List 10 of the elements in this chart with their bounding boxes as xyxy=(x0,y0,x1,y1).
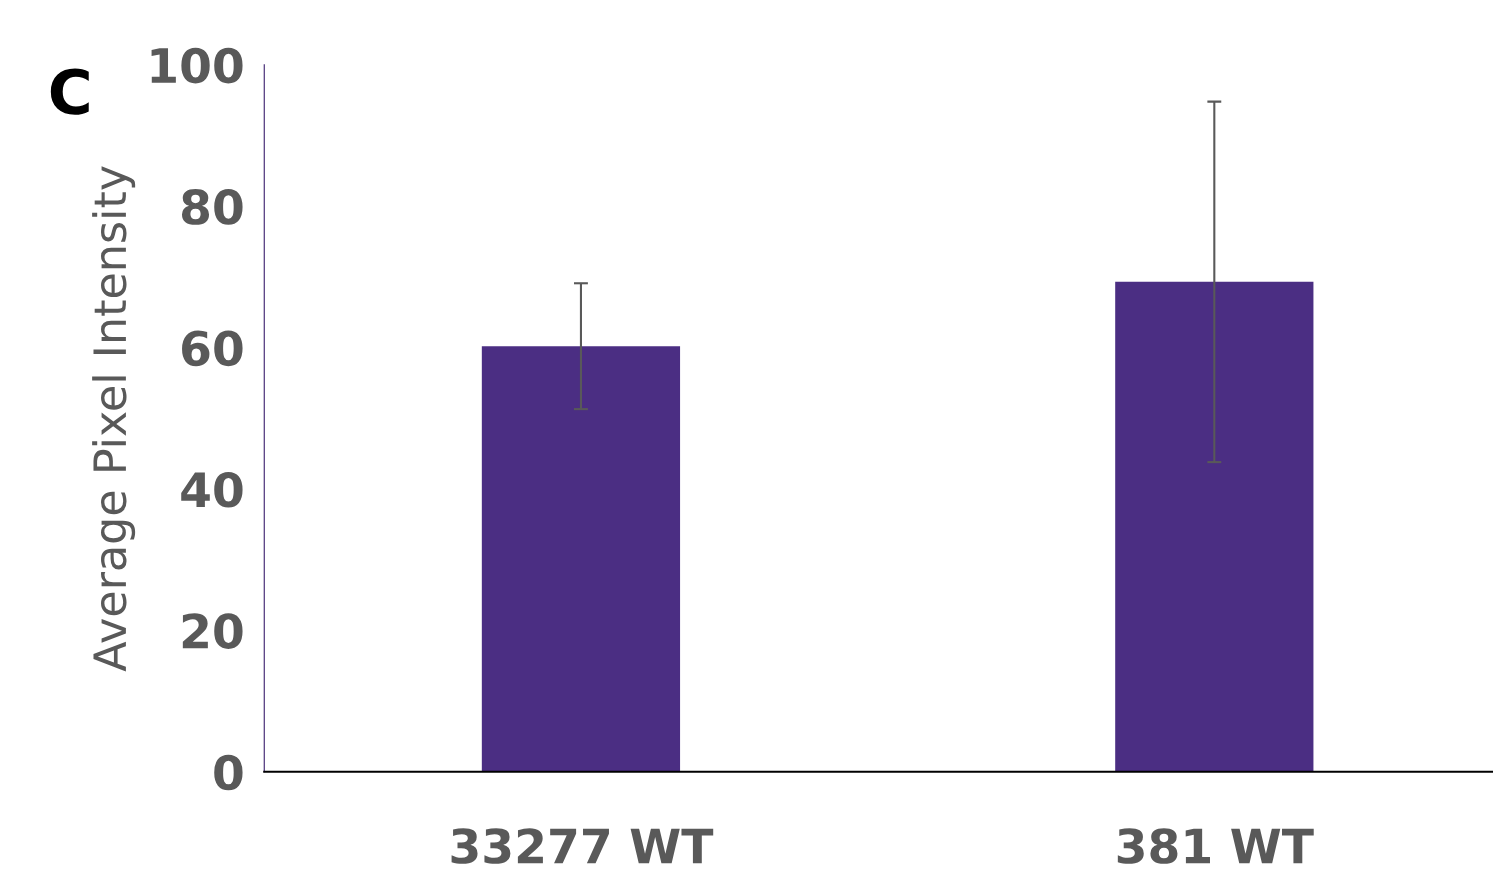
x-tick-label: 381 WT xyxy=(1117,828,1314,864)
y-tick-label: 80 xyxy=(181,189,243,225)
y-tick-label: 0 xyxy=(214,754,243,791)
y-tick-label: 20 xyxy=(182,613,243,649)
x-tick-label: 33277 WT xyxy=(451,828,714,864)
y-tick-label: 60 xyxy=(182,330,243,367)
y-axis-title: Average Pixel Intensity xyxy=(92,166,136,672)
y-tick-label: 100 xyxy=(151,47,243,84)
y-tick-label: 40 xyxy=(181,471,243,508)
text: C xyxy=(50,68,89,115)
